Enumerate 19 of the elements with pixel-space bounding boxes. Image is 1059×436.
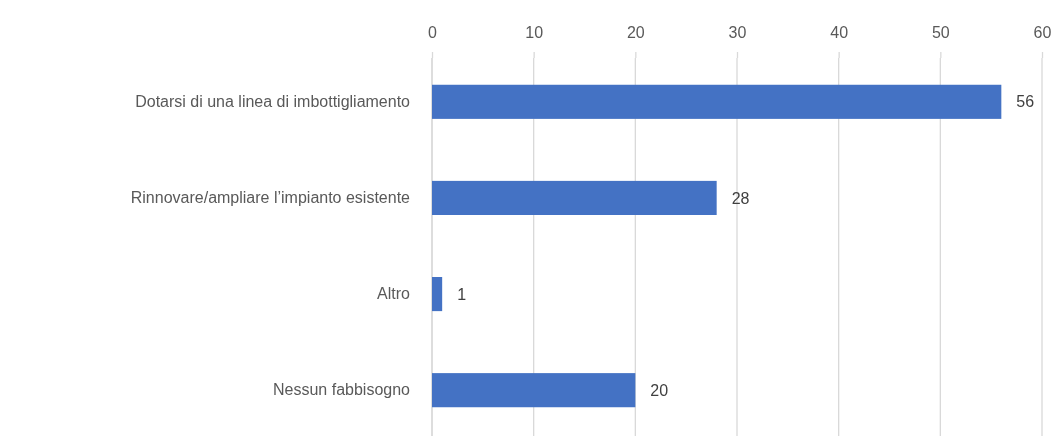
data-label: 20	[650, 381, 669, 399]
y-tick-label: Altro	[377, 285, 411, 303]
data-label: 28	[731, 189, 750, 207]
y-tick-label: Dotarsi di una linea di imbottigliamento	[135, 92, 411, 110]
x-tick-label: 50	[931, 24, 950, 41]
bar	[432, 180, 717, 215]
x-tick-label: 20	[626, 24, 645, 41]
bar	[432, 84, 1002, 119]
y-tick-label: Rinnovare/ampliare l’impianto esistente	[130, 189, 411, 207]
data-label: 1	[457, 285, 467, 303]
x-tick-label: 40	[830, 24, 849, 41]
x-tick-label: 60	[1033, 24, 1052, 41]
x-tick-label: 30	[728, 24, 747, 41]
data-label: 56	[1016, 93, 1035, 111]
x-tick-label: 10	[525, 24, 544, 41]
y-tick-label: Nessun fabbisogno	[273, 381, 411, 399]
x-tick-label: 0	[428, 24, 438, 41]
bar	[432, 277, 443, 312]
bar	[432, 373, 636, 408]
